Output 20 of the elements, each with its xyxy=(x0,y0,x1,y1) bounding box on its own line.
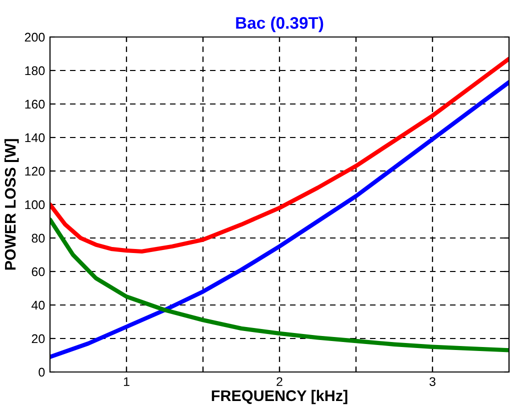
y-tick-label: 20 xyxy=(32,334,45,344)
y-tick-label: 60 xyxy=(32,267,45,276)
x-tick-label: 3 xyxy=(430,377,436,386)
line-series xyxy=(50,80,509,360)
y-tick-label: 160 xyxy=(25,100,45,109)
y-tick-label: 100 xyxy=(25,200,45,210)
y-tick-label: 180 xyxy=(25,66,45,76)
y-tick-label: 40 xyxy=(32,300,45,310)
x-tick-label: 2 xyxy=(276,377,282,386)
y-tick-label: 140 xyxy=(25,133,45,142)
y-tick-label: 200 xyxy=(24,32,45,42)
line-series xyxy=(50,217,509,352)
chart-title: Bac (0.39T) xyxy=(236,16,324,32)
x-tick-label: 1 xyxy=(124,377,130,386)
y-axis-title: POWER LOSS [W] xyxy=(4,139,19,270)
y-tick-label: 0 xyxy=(38,368,45,377)
line-series xyxy=(50,56,509,254)
y-tick-label: 120 xyxy=(25,166,45,176)
y-tick-label: 80 xyxy=(32,234,45,243)
x-axis-title: FREQUENCY [kHz] xyxy=(212,390,348,404)
